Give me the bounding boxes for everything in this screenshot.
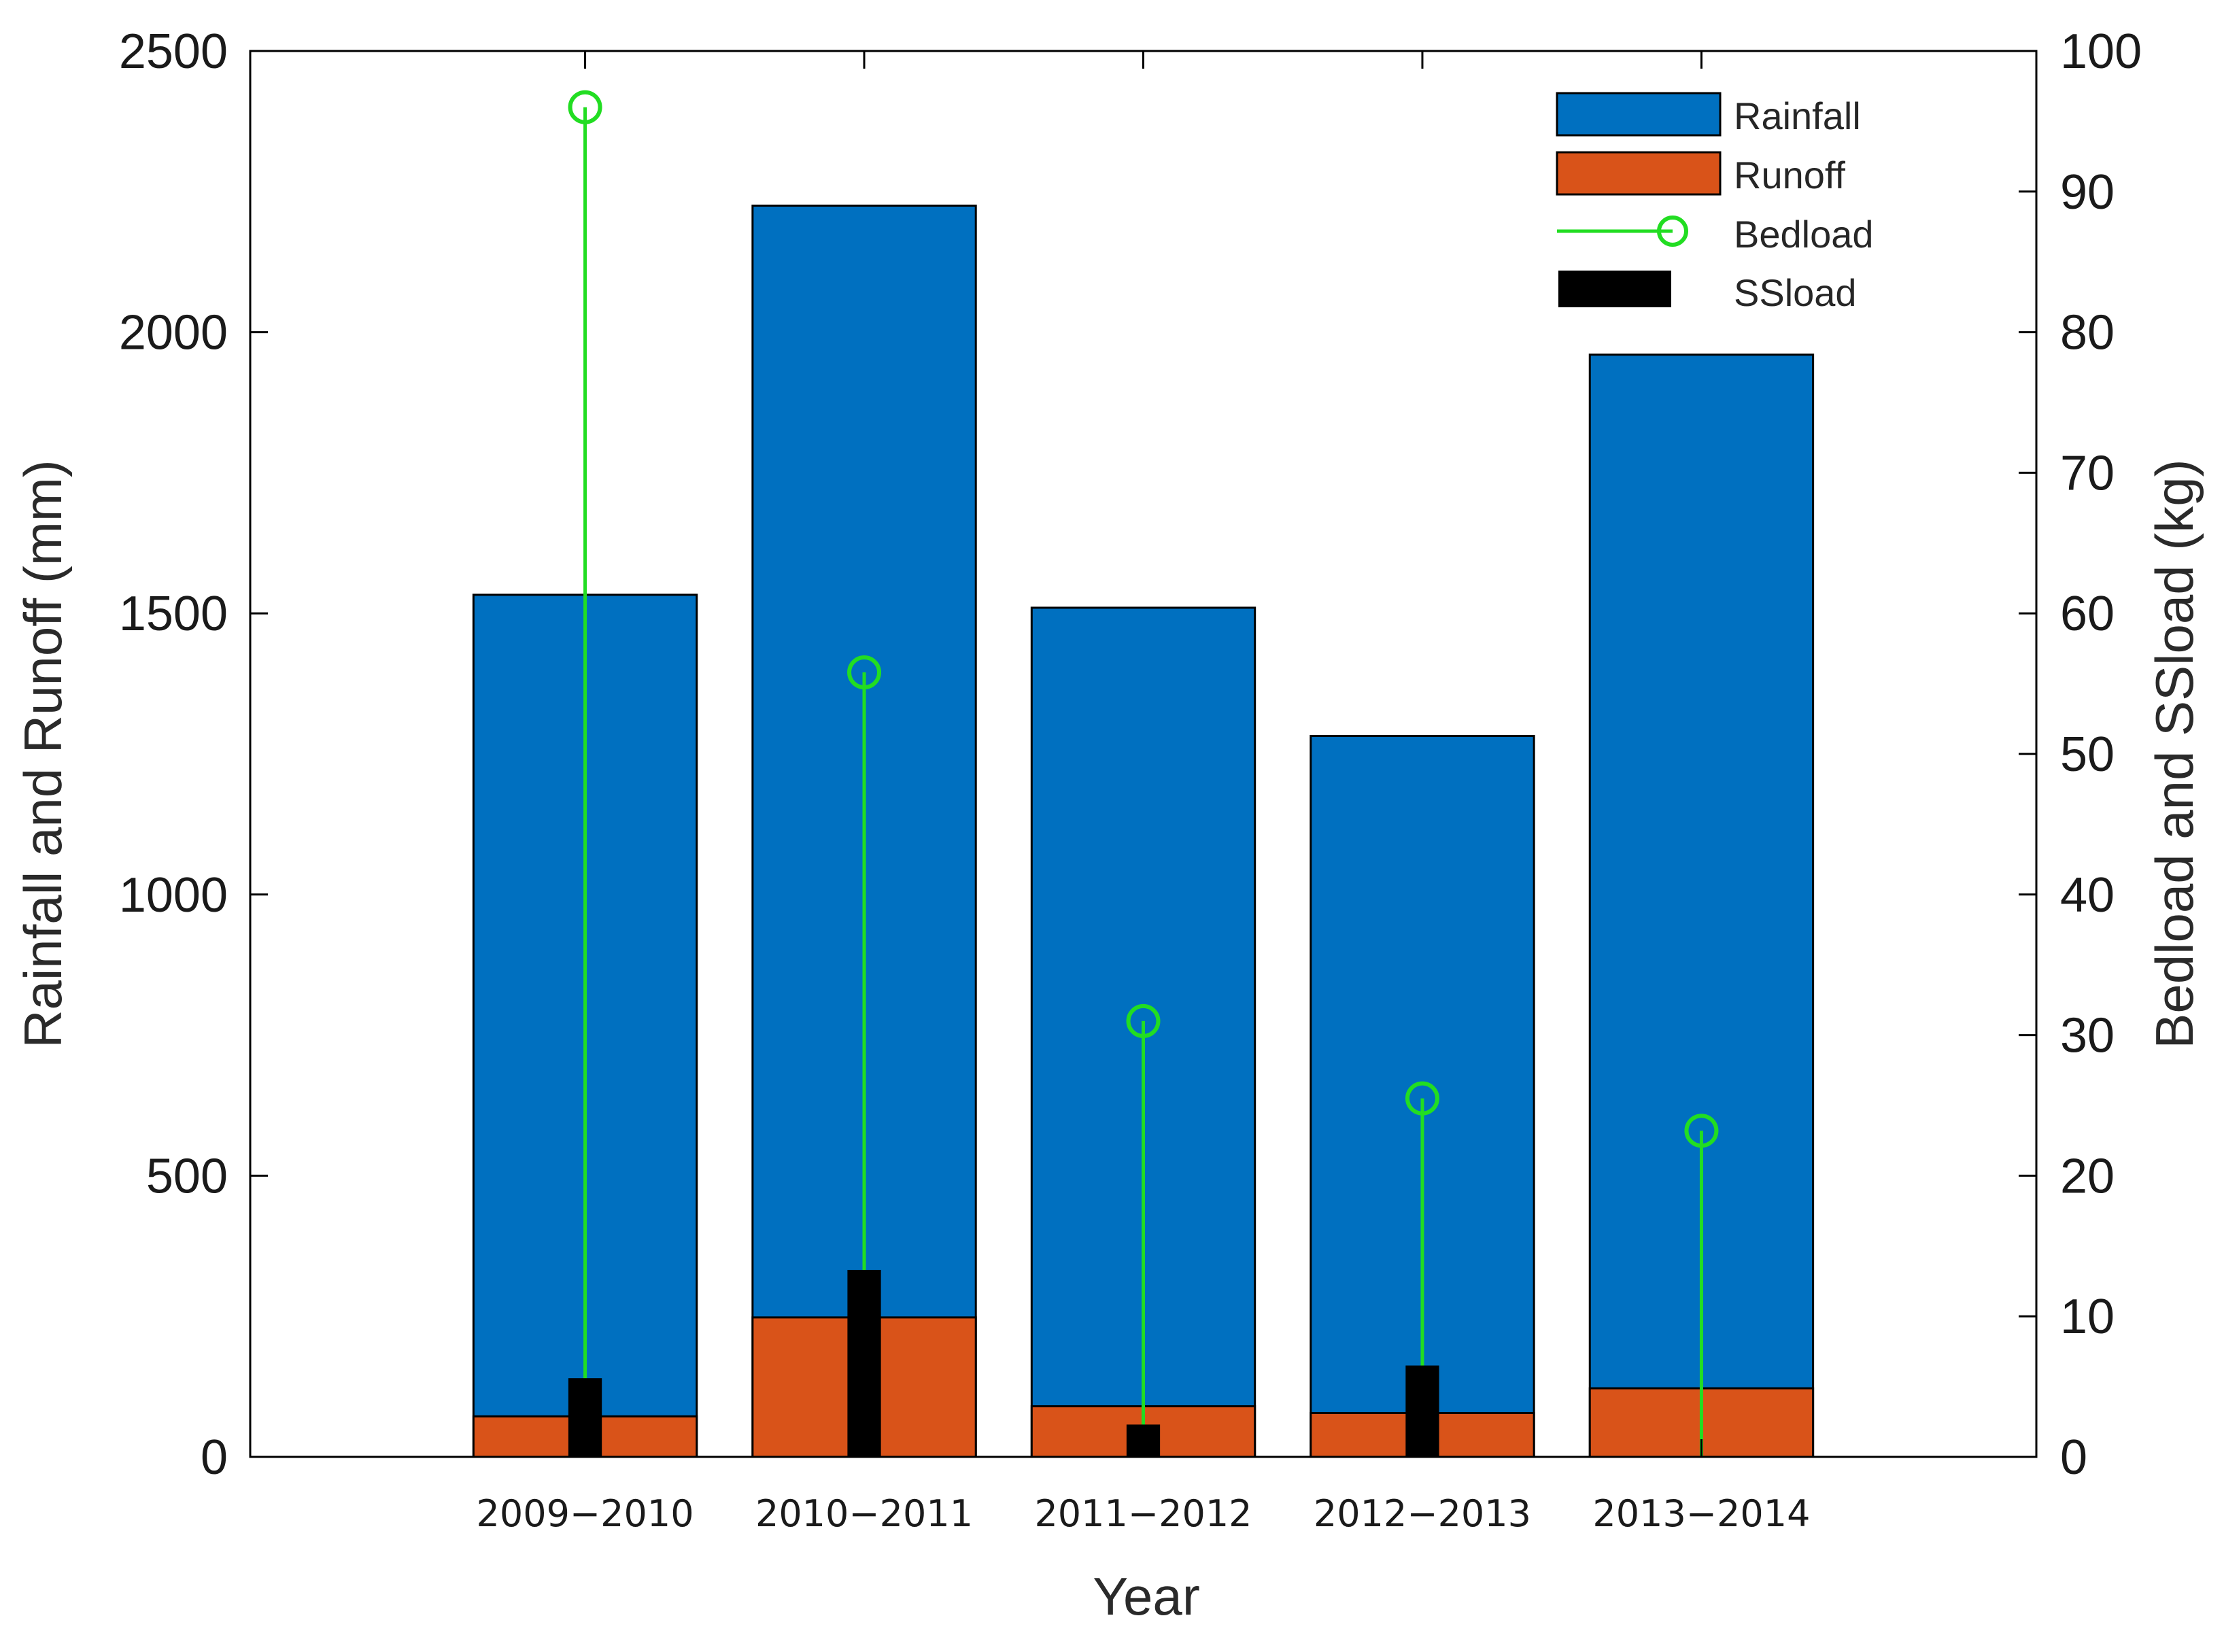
- marker-bedload-1: [568, 90, 602, 124]
- legend: Rainfall Runoff Bedload SSload: [1556, 92, 1874, 314]
- y2-tick-label-5: 50: [2060, 727, 2115, 782]
- legend-rainfall-swatch: [1556, 92, 1722, 137]
- legend-runoff-swatch: [1556, 151, 1722, 196]
- y-tick-label-2: 1000: [119, 868, 228, 923]
- bar-ssload-2: [847, 1269, 881, 1457]
- y2-tick-label-1: 10: [2060, 1290, 2115, 1344]
- y-tick-label-1: 500: [146, 1149, 228, 1203]
- y-tick-label-3: 1500: [119, 587, 228, 641]
- y2-tick-label-7: 70: [2060, 446, 2115, 500]
- y-tick-label-4: 2000: [119, 306, 228, 360]
- data-marks: [472, 90, 1815, 1458]
- y2-axis-title: Bedload and SSload (kg): [2144, 459, 2204, 1048]
- tick-labels: 2009−2010 2010−2011 2011−2012 2012−2013 2013…: [119, 24, 2142, 1535]
- y2-tick-label-9: 90: [2060, 165, 2115, 220]
- x-tick-label-2: 2010−2011: [755, 1492, 973, 1535]
- marker-bedload-3: [1126, 1003, 1161, 1038]
- y2-tick-label-0: 0: [2060, 1430, 2087, 1485]
- legend-ssload-swatch: [1558, 271, 1671, 307]
- axes: [249, 50, 2038, 1458]
- x-axis-title: Year: [1093, 1566, 1200, 1626]
- legend-bedload-label: Bedload: [1734, 213, 1874, 256]
- marker-bedload-2: [847, 655, 882, 690]
- y2-tick-label-4: 40: [2060, 868, 2115, 923]
- y-tick-label-5: 2500: [119, 24, 228, 79]
- x-tick-label-1: 2009−2010: [477, 1492, 694, 1535]
- y2-tick-label-2: 20: [2060, 1149, 2115, 1203]
- y2-tick-label-8: 80: [2060, 306, 2115, 360]
- legend-ssload-label: SSload: [1734, 271, 1857, 314]
- marker-bedload-4: [1405, 1081, 1439, 1116]
- legend-rainfall-label: Rainfall: [1734, 94, 1861, 137]
- y2-tick-label-3: 30: [2060, 1009, 2115, 1063]
- legend-runoff-label: Runoff: [1734, 154, 1845, 196]
- x-tick-label-4: 2012−2013: [1314, 1492, 1531, 1535]
- y2-tick-label-6: 60: [2060, 587, 2115, 641]
- y2-tick-label-10: 100: [2060, 24, 2142, 79]
- legend-bedload-marker: [1657, 216, 1688, 247]
- marker-bedload-5: [1684, 1114, 1719, 1148]
- x-tick-label-3: 2011−2012: [1034, 1492, 1252, 1535]
- y-axis-title: Rainfall and Runoff (mm): [13, 460, 73, 1048]
- x-tick-label-5: 2013−2014: [1592, 1492, 1810, 1535]
- y-tick-label-0: 0: [201, 1430, 228, 1485]
